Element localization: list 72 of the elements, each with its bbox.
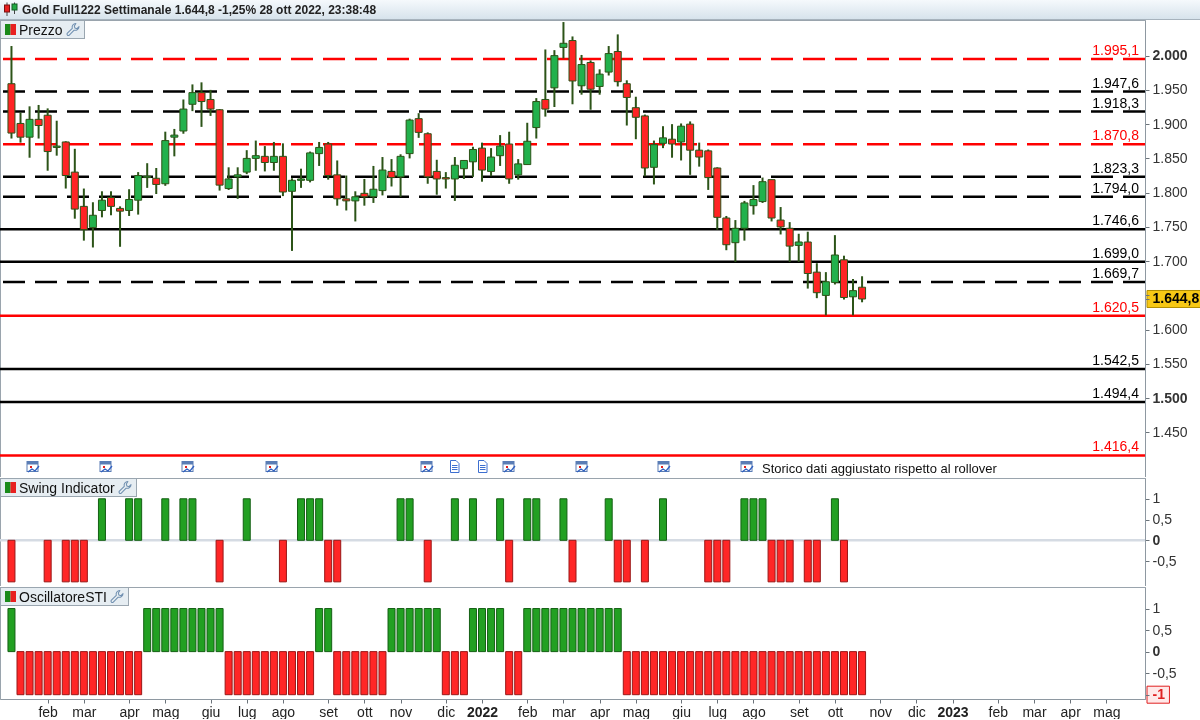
y-tick-label: 0,5 (1152, 511, 1173, 528)
ref-line-label: 1.416,4 (1092, 438, 1140, 455)
y-tick-label: 1.750 (1152, 218, 1188, 235)
x-tick-label: lug (708, 703, 728, 720)
x-tick-label: ago (271, 703, 296, 720)
y-tick-label: 1 (1152, 490, 1161, 507)
y-tick-label: 1.600 (1152, 321, 1188, 338)
y-tick-label: 1.644,8 (1152, 290, 1200, 307)
ref-line-label: 1.542,5 (1092, 352, 1140, 369)
x-tick-label: dic (907, 703, 926, 720)
x-tick-label: mag (152, 703, 180, 720)
x-tick-label: 2022 (466, 703, 499, 720)
x-tick-label: nov (869, 703, 892, 720)
y-tick-label: 0 (1152, 643, 1161, 660)
ref-line-label: 1.918,3 (1092, 94, 1140, 111)
x-tick-label: nov (389, 703, 413, 720)
chart-title: Swing Indicator (19, 479, 115, 496)
candlestick (622, 79, 631, 127)
candlestick (233, 166, 242, 200)
ref-line-label: 1.669,7 (1092, 264, 1140, 281)
x-tick-label: ago (742, 703, 766, 720)
x-tick-label: apr (1060, 703, 1082, 720)
ref-line-label: 1.823,3 (1092, 159, 1140, 176)
x-tick-label: giu (201, 703, 221, 720)
candlestick (776, 206, 785, 236)
ref-line-label: 1.995,1 (1092, 41, 1140, 58)
candlestick (179, 98, 188, 135)
y-tick-label: 1.450 (1152, 423, 1188, 440)
y-tick-label: 1.800 (1152, 184, 1188, 201)
x-tick-label: set (789, 703, 809, 720)
y-tick-label: 1.700 (1152, 252, 1188, 269)
x-tick-label: feb (38, 703, 59, 720)
x-tick-label: mag (1093, 703, 1121, 720)
ref-line-label: 1.870,8 (1092, 127, 1140, 144)
x-tick-label: set (319, 703, 339, 720)
ref-line-label: 1.947,6 (1092, 74, 1140, 91)
x-tick-label: mag (622, 703, 650, 720)
ref-line-label: 1.699,0 (1092, 244, 1140, 261)
y-tick-label: 0 (1152, 531, 1161, 548)
x-tick-label: mar (1022, 703, 1047, 720)
x-tick-label: apr (590, 703, 611, 720)
ref-line-label: 1.746,6 (1092, 212, 1140, 229)
y-tick-label: 1.550 (1152, 355, 1188, 372)
y-tick-label: 1.500 (1152, 389, 1188, 406)
y-tick-label: 1.900 (1152, 115, 1188, 132)
x-tick-label: ott (827, 703, 844, 720)
y-tick-label: -1 (1152, 686, 1166, 703)
y-tick-label: 1 (1152, 600, 1161, 617)
chart-title: OscillatoreSTI (19, 588, 107, 605)
x-tick-label: 2023 (937, 703, 969, 720)
y-tick-label: 0,5 (1152, 621, 1173, 638)
candlestick (170, 127, 179, 158)
x-tick-label: feb (988, 703, 1009, 720)
x-tick-label: ott (357, 703, 373, 720)
x-tick-label: dic (437, 703, 456, 720)
chart-subtitle: Prezzo (19, 21, 63, 38)
y-tick-label: -0,5 (1152, 664, 1177, 681)
y-tick-label: 1.950 (1152, 81, 1188, 98)
y-tick-label: -0,5 (1152, 552, 1177, 569)
x-tick-label: mar (551, 703, 577, 720)
chart-title: Gold Full1222 Settimanale 1.644,8 -1,25% 28 ott 2022, 23:38:48 (22, 3, 377, 17)
ref-line-label: 1.494,4 (1092, 385, 1140, 402)
x-tick-label: giu (672, 703, 691, 720)
x-tick-label: lug (237, 703, 257, 720)
ref-line-label: 1.794,0 (1092, 179, 1140, 196)
annotation: Storico dati aggiustato rispetto al rollover (762, 461, 997, 476)
y-tick-label: 1.850 (1152, 149, 1188, 166)
ref-line-label: 1.620,5 (1092, 298, 1140, 315)
y-tick-label: 2.000 (1152, 47, 1188, 64)
x-tick-label: apr (119, 703, 141, 720)
x-tick-label: feb (518, 703, 538, 720)
x-tick-label: mar (72, 703, 97, 720)
